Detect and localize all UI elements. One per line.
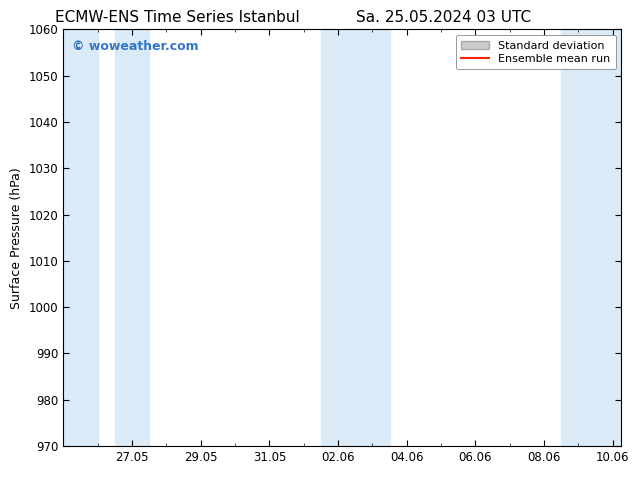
Bar [561,29,621,446]
Y-axis label: Surface Pressure (hPa): Surface Pressure (hPa) [10,167,23,309]
Text: ECMW-ENS Time Series Istanbul: ECMW-ENS Time Series Istanbul [55,10,300,25]
Bar [115,29,149,446]
Text: © woweather.com: © woweather.com [72,40,198,53]
Bar [63,29,98,446]
Legend: Standard deviation, Ensemble mean run: Standard deviation, Ensemble mean run [456,35,616,70]
Bar [321,29,389,446]
Text: Sa. 25.05.2024 03 UTC: Sa. 25.05.2024 03 UTC [356,10,531,25]
